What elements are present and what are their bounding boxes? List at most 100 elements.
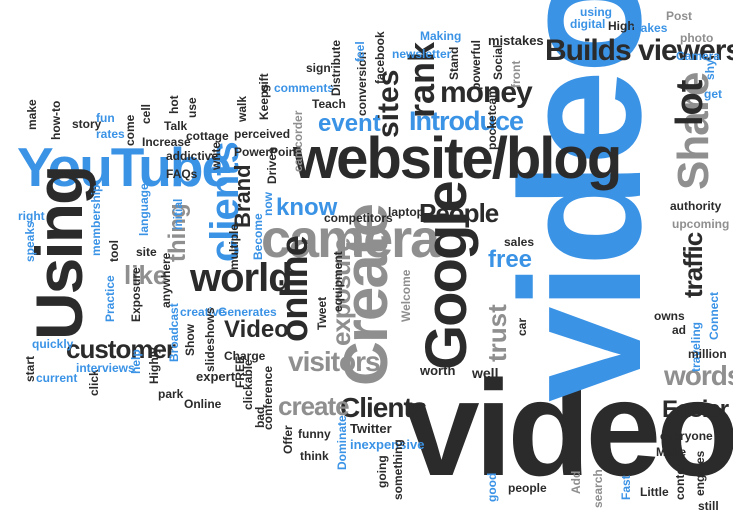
word-upcoming: upcoming bbox=[672, 217, 730, 231]
word-car: car bbox=[515, 317, 529, 336]
word-laptop: laptop bbox=[388, 205, 424, 219]
word-quickly: quickly bbox=[32, 337, 74, 351]
word-make2: make bbox=[25, 99, 39, 130]
word-makes: makes bbox=[630, 21, 668, 35]
word-comments: comments bbox=[274, 81, 335, 95]
word-welcome: Welcome bbox=[399, 269, 413, 322]
word-conference: conference bbox=[261, 365, 275, 430]
word-twitter: Twitter bbox=[350, 421, 392, 436]
word-stand: Stand bbox=[447, 46, 461, 80]
word-right: right bbox=[18, 209, 45, 223]
word-funny: funny bbox=[298, 427, 331, 441]
word-become: Become bbox=[251, 213, 265, 260]
word-everyone: everyone bbox=[660, 429, 713, 443]
word-video2: Video bbox=[224, 316, 289, 343]
word-inexpensive: inexpensive bbox=[350, 437, 425, 452]
word-drives: Drives bbox=[265, 147, 279, 184]
word-interviews: interviews bbox=[76, 361, 135, 375]
word-fun: fun bbox=[96, 111, 115, 125]
word-pocketcam: pocketcam bbox=[485, 87, 499, 150]
word-event: event bbox=[318, 110, 381, 137]
word-membership: membership bbox=[89, 184, 103, 256]
word-social: Social bbox=[491, 44, 505, 80]
word-digital: digital bbox=[570, 17, 606, 31]
word-post: Post bbox=[666, 9, 693, 23]
word-trust: trust bbox=[482, 304, 512, 362]
word-offer: Offer bbox=[281, 425, 295, 454]
word-content: content bbox=[673, 456, 687, 500]
word-camera2: Camera bbox=[676, 49, 721, 63]
word-connect: Connect bbox=[707, 292, 721, 340]
word-highly: Highly bbox=[147, 347, 161, 384]
word-clients2: Clients bbox=[340, 392, 427, 423]
word-teach: Teach bbox=[312, 97, 346, 111]
word-anywhere: anywhere bbox=[159, 252, 173, 308]
word-creative: creative bbox=[180, 305, 226, 319]
word-introduce: Introduce bbox=[409, 106, 524, 136]
word-competitors: competitors bbox=[324, 211, 393, 225]
word-generates: Generates bbox=[218, 305, 277, 319]
word-free: free bbox=[488, 246, 533, 273]
word-shy: shy bbox=[703, 59, 717, 80]
word-words: words bbox=[664, 360, 733, 391]
word-story: story bbox=[72, 117, 102, 131]
word-something: something bbox=[391, 439, 405, 500]
word-cell: cell bbox=[139, 103, 153, 124]
word-gift: gift bbox=[257, 73, 271, 92]
word-ad: ad bbox=[672, 323, 687, 337]
word-start: start bbox=[23, 355, 37, 382]
word-add: Add bbox=[569, 470, 583, 494]
word-authority: authority bbox=[670, 199, 722, 213]
word-feel: feel bbox=[353, 41, 367, 62]
word-million: million bbox=[688, 347, 727, 361]
word-increase: Increase bbox=[142, 135, 191, 149]
word-online2: Online bbox=[184, 397, 222, 411]
word-write: write bbox=[209, 141, 223, 170]
word-think: think bbox=[300, 449, 329, 463]
word-expert: expert bbox=[196, 369, 236, 384]
word-search: search bbox=[591, 469, 605, 508]
word-rates: rates bbox=[96, 127, 125, 141]
word-still: still bbox=[698, 499, 719, 513]
word-visitors: visitors bbox=[288, 346, 381, 377]
word-tweet: Tweet bbox=[315, 296, 329, 330]
word-addictive: addictive bbox=[166, 149, 219, 163]
word-cottage: cottage bbox=[186, 129, 229, 143]
word-faqs: FAQs bbox=[166, 167, 198, 181]
word-use: use bbox=[185, 97, 199, 118]
word-talk: Talk bbox=[164, 119, 188, 133]
word-perceived: perceived bbox=[234, 127, 291, 141]
word-fast: Fast bbox=[619, 475, 633, 500]
word-front: front bbox=[509, 60, 523, 88]
word-practice: Practice bbox=[103, 275, 117, 322]
word-powerpoint: PowerPoint bbox=[234, 145, 301, 159]
word-mistakes: mistakes bbox=[488, 33, 544, 48]
word-distribute: Distribute bbox=[329, 39, 343, 96]
word-traffic: traffic bbox=[678, 232, 708, 298]
word-exposure2: Exposure bbox=[129, 267, 143, 322]
word-making: Making bbox=[420, 29, 462, 43]
word-multiple: multiple bbox=[227, 223, 241, 270]
word-going: going bbox=[375, 455, 389, 488]
word-equipment: equipment bbox=[331, 251, 345, 312]
word-powerful: powerful bbox=[469, 40, 483, 90]
word-easier: Easier bbox=[662, 396, 729, 423]
word-little: Little bbox=[640, 485, 669, 499]
word-engines: engines bbox=[693, 450, 707, 496]
word-sign: sign bbox=[306, 61, 331, 75]
word-money: money bbox=[440, 76, 533, 109]
word-speaks: speaks bbox=[23, 221, 37, 262]
word-videos: videos bbox=[404, 352, 733, 504]
word-show: Show bbox=[183, 324, 197, 356]
word-people: People bbox=[419, 198, 499, 228]
word-current: current bbox=[36, 371, 78, 385]
word-worth: worth bbox=[420, 363, 456, 378]
word-sales: sales bbox=[504, 235, 535, 249]
word-initial: initial bbox=[171, 198, 185, 230]
word-come: come bbox=[123, 114, 137, 146]
word-good: good bbox=[485, 472, 499, 502]
word-broadcast: Broadcast bbox=[167, 303, 181, 362]
word-park: park bbox=[158, 387, 184, 401]
word-camcorder: camcorder bbox=[291, 110, 305, 172]
